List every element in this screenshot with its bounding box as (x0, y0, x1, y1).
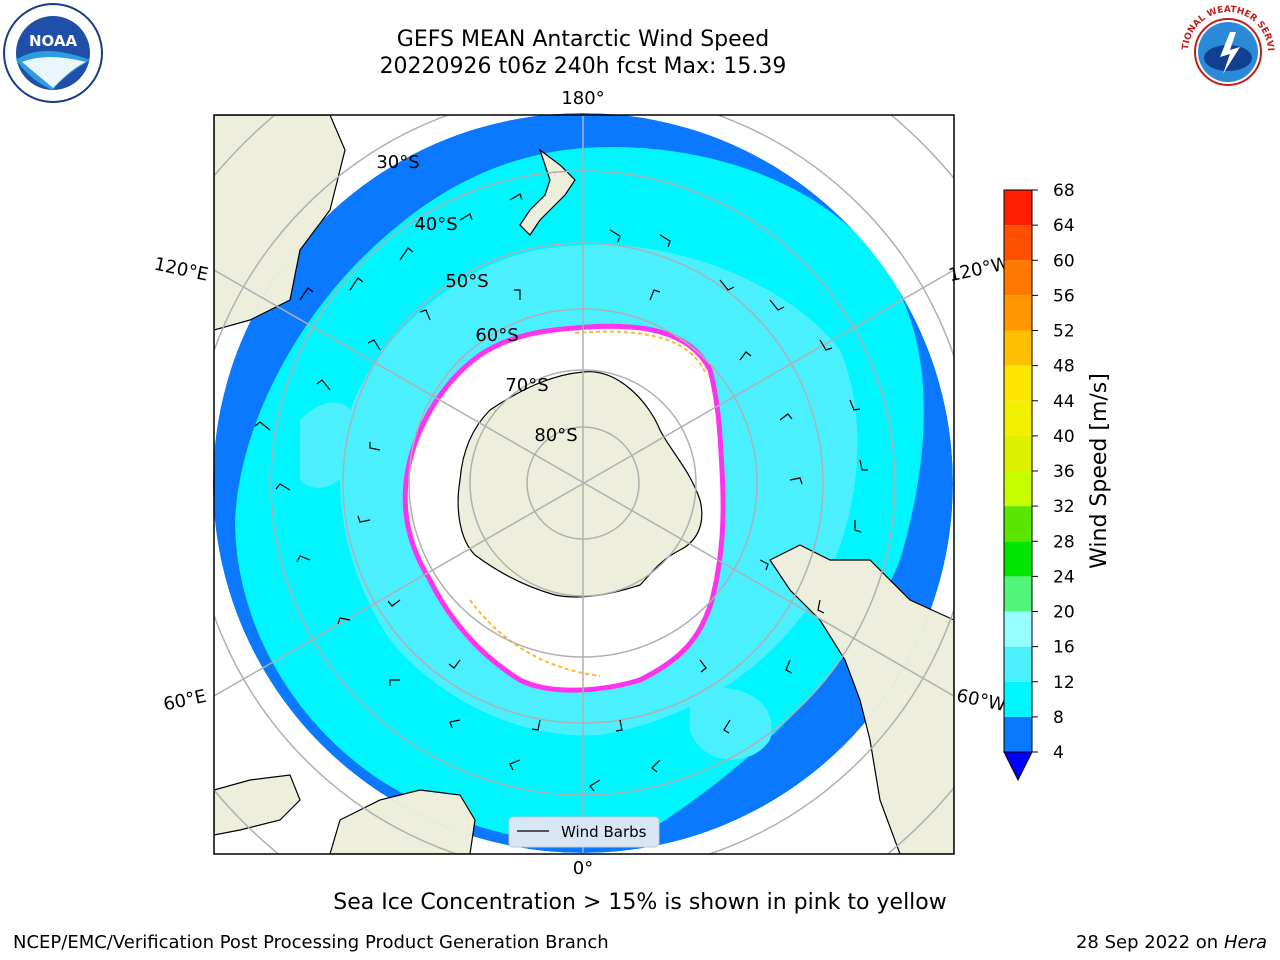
colorbar-tick-label: 24 (1053, 567, 1075, 587)
colorbar-tick-label: 60 (1053, 251, 1075, 271)
colorbar-segment (1004, 225, 1032, 261)
lon-label-120e: 120°E (152, 254, 210, 286)
colorbar-under-arrow (1003, 751, 1033, 782)
colorbar-tick-label: 36 (1053, 462, 1075, 482)
chart-subtitle: 20220926 t06z 240h fcst Max: 15.39 (379, 54, 787, 79)
colorbar: Wind Speed [m/s] 48121620242832364044485… (1003, 181, 1112, 782)
lat-label-60s: 60°S (475, 325, 518, 346)
footer-date: 28 Sep 2022 on Hera (1076, 932, 1267, 953)
lat-label-40s: 40°S (414, 214, 457, 235)
colorbar-tick-label: 12 (1053, 673, 1075, 693)
colorbar-segment (1004, 400, 1032, 436)
colorbar-segment (1004, 646, 1032, 682)
colorbar-tick-label: 56 (1053, 286, 1075, 306)
colorbar-tick-label: 52 (1053, 322, 1075, 342)
footer-host: Hera (1223, 932, 1267, 953)
colorbar-tick-label: 16 (1053, 638, 1075, 658)
colorbar-segment (1004, 330, 1032, 366)
graticule (214, 115, 954, 854)
wind-barb-legend: Wind Barbs (508, 816, 660, 848)
noaa-logo-text: NOAA (29, 32, 78, 50)
lat-label-70s: 70°S (505, 375, 548, 396)
sea-ice-caption: Sea Ice Concentration > 15% is shown in … (333, 890, 947, 915)
colorbar-tick-label: 48 (1053, 357, 1075, 377)
colorbar-segment (1004, 295, 1032, 331)
colorbar-tick-label: 64 (1053, 216, 1075, 236)
nws-logo-icon: NATIONAL WEATHER SERVICE (1178, 2, 1276, 100)
chart-title: GEFS MEAN Antarctic Wind Speed (396, 27, 770, 52)
colorbar-label: Wind Speed [m/s] (1087, 373, 1112, 569)
colorbar-tick-label: 68 (1053, 181, 1075, 201)
colorbar-segment (1004, 681, 1032, 717)
lon-label-120w: 120°W (947, 253, 1011, 286)
colorbar-tick-label: 44 (1053, 392, 1075, 412)
colorbar-segment (1004, 260, 1032, 296)
colorbar-segment (1004, 471, 1032, 507)
colorbar-segment (1004, 716, 1032, 752)
colorbar-segment (1004, 365, 1032, 401)
map-frame (213, 114, 955, 855)
colorbar-tick-label: 32 (1053, 497, 1075, 517)
colorbar-tick-label: 8 (1053, 708, 1064, 728)
colorbar-tick-label: 4 (1053, 743, 1064, 763)
colorbar-tick-label: 28 (1053, 532, 1075, 552)
colorbar-segment (1004, 611, 1032, 647)
lon-label-180: 180° (561, 88, 604, 109)
land-madagascar (214, 774, 301, 836)
colorbar-segment (1004, 435, 1032, 471)
colorbar-segment (1004, 190, 1032, 226)
lon-label-60e: 60°E (162, 686, 209, 716)
lat-label-80s: 80°S (534, 425, 577, 446)
footer-date-text: 28 Sep 2022 on (1075, 932, 1219, 953)
footer-credit: NCEP/EMC/Verification Post Processing Pr… (13, 932, 609, 953)
colorbar-segment (1004, 506, 1032, 542)
colorbar-tick-label: 20 (1053, 603, 1075, 623)
lat-label-30s: 30°S (376, 152, 419, 173)
wind-barbs (254, 193, 868, 792)
legend-label: Wind Barbs (561, 823, 647, 841)
lat-label-50s: 50°S (445, 271, 488, 292)
colorbar-tick-label: 40 (1053, 427, 1075, 447)
lon-label-60w: 60°W (955, 685, 1008, 716)
colorbar-segment (1004, 541, 1032, 577)
colorbar-segment (1004, 576, 1032, 612)
noaa-logo-icon: NOAA (3, 3, 103, 103)
lon-label-0: 0° (573, 858, 593, 879)
